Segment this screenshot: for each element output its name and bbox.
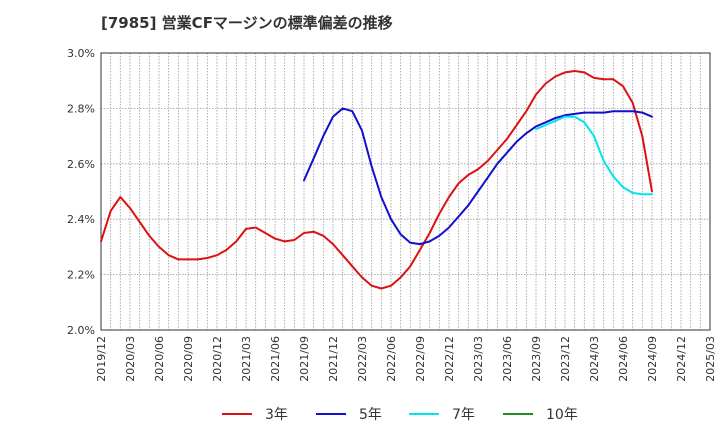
legend-label: 5年 xyxy=(359,407,382,423)
x-tick-label: 2024/06 xyxy=(617,336,630,382)
x-tick-label: 2022/06 xyxy=(385,336,398,382)
x-tick-label: 2024/09 xyxy=(646,336,659,382)
x-tick-label: 2019/12 xyxy=(95,336,108,382)
legend-label: 10年 xyxy=(546,407,578,423)
x-axis-ticks: 2019/12 2020/03 2020/06 2020/09 2020/12 2021/… xyxy=(95,336,717,382)
x-tick-label: 2022/09 xyxy=(414,336,427,382)
plot-area xyxy=(101,53,710,330)
x-tick-label: 2023/06 xyxy=(501,336,514,382)
y-tick-label: 2.2% xyxy=(67,269,95,282)
x-tick-label: 2023/09 xyxy=(530,336,543,382)
x-tick-label: 2022/12 xyxy=(443,336,456,382)
series-line-7年 xyxy=(535,115,653,196)
x-tick-label: 2023/12 xyxy=(559,336,572,382)
series-line-5年 xyxy=(303,107,653,246)
legend-label: 7年 xyxy=(452,407,475,423)
y-tick-label: 2.8% xyxy=(67,102,95,115)
x-tick-label: 2021/12 xyxy=(327,336,340,382)
x-tick-label: 2020/03 xyxy=(124,336,137,382)
x-tick-label: 2021/06 xyxy=(269,336,282,382)
x-tick-label: 2021/03 xyxy=(240,336,253,382)
x-tick-label: 2020/06 xyxy=(153,336,166,382)
chart-title: [7985] 営業CFマージンの標準偏差の推移 xyxy=(101,14,393,32)
x-tick-label: 2024/03 xyxy=(588,336,601,382)
legend: 3年 5年 7年 10年 xyxy=(222,407,578,423)
series-line-3年 xyxy=(100,70,653,290)
series-layer xyxy=(100,70,653,290)
legend-label: 3年 xyxy=(265,407,288,423)
x-tick-label: 2020/09 xyxy=(182,336,195,382)
y-tick-label: 2.4% xyxy=(67,213,95,226)
x-tick-label: 2020/12 xyxy=(211,336,224,382)
x-tick-label: 2023/03 xyxy=(472,336,485,382)
plot-frame xyxy=(100,52,711,331)
x-tick-label: 2024/12 xyxy=(675,336,688,382)
grid-layer xyxy=(101,53,710,330)
y-tick-label: 3.0% xyxy=(67,47,95,60)
y-tick-label: 2.0% xyxy=(67,324,95,337)
y-axis-ticks: 2.0% 2.2% 2.4% 2.6% 2.8% 3.0% xyxy=(67,47,95,337)
x-tick-label: 2025/03 xyxy=(704,336,717,382)
x-tick-label: 2021/09 xyxy=(298,336,311,382)
y-tick-label: 2.6% xyxy=(67,158,95,171)
x-tick-label: 2022/03 xyxy=(356,336,369,382)
